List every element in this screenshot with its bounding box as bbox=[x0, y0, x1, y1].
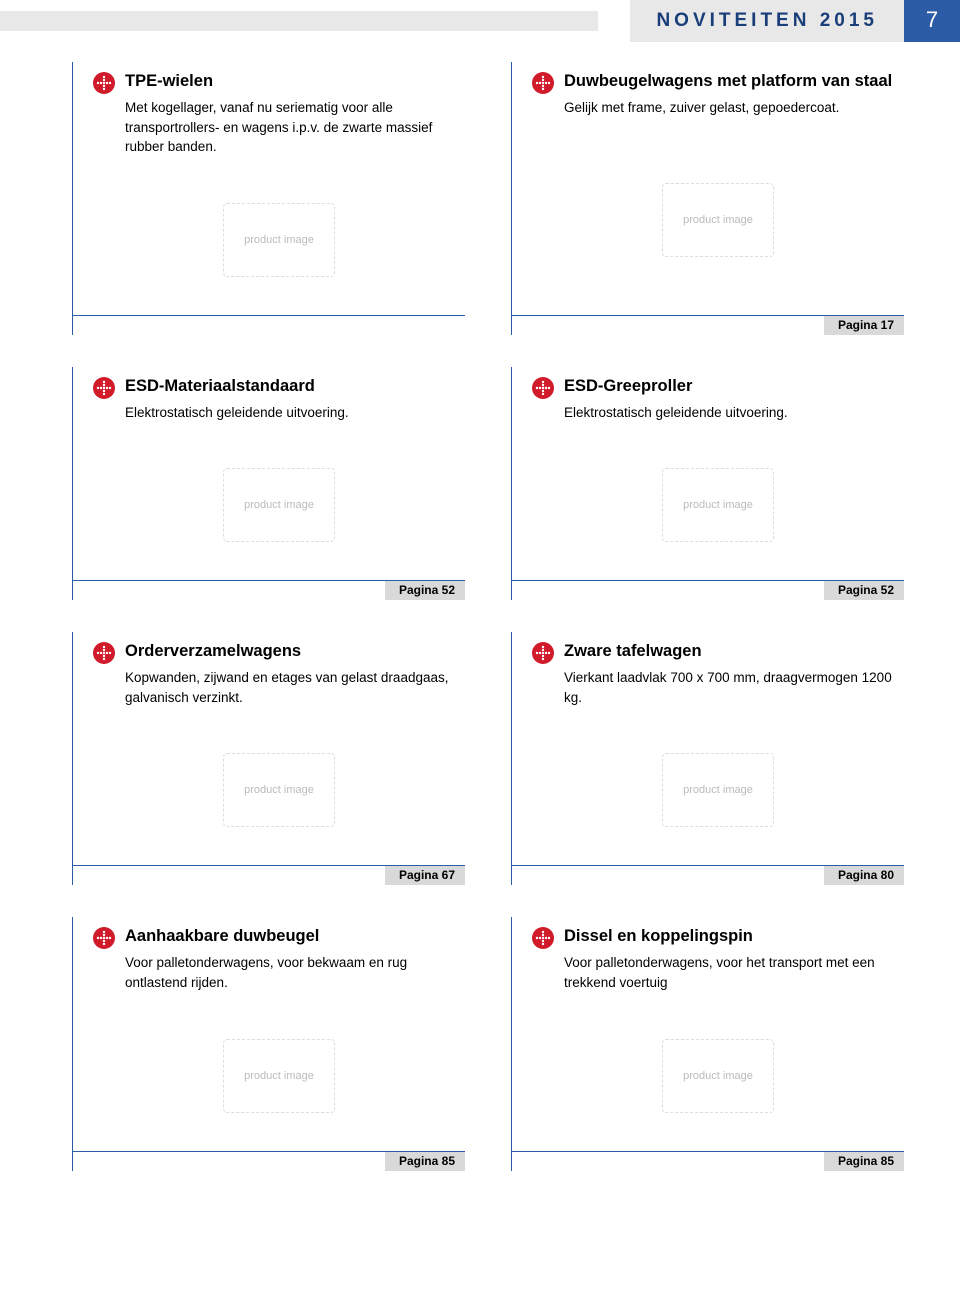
card-esd-greeproller: ESD-Greeproller Elektrostatisch geleiden… bbox=[511, 367, 904, 601]
card-desc: Elektrostatisch geleidende uitvoering. bbox=[564, 403, 904, 423]
product-image: product image bbox=[532, 126, 904, 315]
card-title: Duwbeugelwagens met platform van staal bbox=[564, 72, 892, 92]
card-title: Orderverzamelwagens bbox=[125, 642, 301, 662]
content: TPE-wielen Met kogellager, vanaf nu seri… bbox=[0, 42, 960, 1171]
bullet-icon bbox=[93, 927, 115, 949]
header-title: NOVITEITEN 2015 bbox=[630, 0, 904, 42]
page-reference: Pagina 85 bbox=[824, 1152, 904, 1171]
card-desc: Vierkant laadvlak 700 x 700 mm, draagver… bbox=[564, 668, 904, 707]
card-desc: Voor palletonderwagens, voor bekwaam en … bbox=[125, 953, 465, 992]
page-reference: Pagina 52 bbox=[824, 581, 904, 600]
card-row: TPE-wielen Met kogellager, vanaf nu seri… bbox=[72, 62, 904, 335]
card-desc: Elektrostatisch geleidende uitvoering. bbox=[125, 403, 465, 423]
bullet-icon bbox=[93, 642, 115, 664]
page-reference: Pagina 52 bbox=[385, 581, 465, 600]
card-title: Dissel en koppelingspin bbox=[564, 927, 753, 947]
card-orderverzamelwagens: Orderverzamelwagens Kopwanden, zijwand e… bbox=[72, 632, 465, 885]
bullet-icon bbox=[532, 927, 554, 949]
product-image: product image bbox=[93, 165, 465, 315]
card-row: ESD-Materiaalstandaard Elektrostatisch g… bbox=[72, 367, 904, 601]
bullet-icon bbox=[532, 377, 554, 399]
page-reference: Pagina 85 bbox=[385, 1152, 465, 1171]
card-esd-materiaalstandaard: ESD-Materiaalstandaard Elektrostatisch g… bbox=[72, 367, 465, 601]
product-image: product image bbox=[532, 1001, 904, 1151]
card-desc: Voor palletonderwagens, voor het transpo… bbox=[564, 953, 904, 992]
card-dissel-koppelingspin: Dissel en koppelingspin Voor palletonder… bbox=[511, 917, 904, 1170]
product-image: product image bbox=[93, 1001, 465, 1151]
card-desc: Gelijk met frame, zuiver gelast, gepoede… bbox=[564, 98, 904, 118]
card-row: Aanhaakbare duwbeugel Voor palletonderwa… bbox=[72, 917, 904, 1170]
card-row: Orderverzamelwagens Kopwanden, zijwand e… bbox=[72, 632, 904, 885]
bullet-icon bbox=[532, 642, 554, 664]
card-title: Aanhaakbare duwbeugel bbox=[125, 927, 319, 947]
card-title: TPE-wielen bbox=[125, 72, 213, 92]
page-reference: Pagina 67 bbox=[385, 866, 465, 885]
bullet-icon bbox=[532, 72, 554, 94]
page-reference: Pagina 80 bbox=[824, 866, 904, 885]
product-image: product image bbox=[93, 715, 465, 865]
bullet-icon bbox=[93, 377, 115, 399]
page-header: NOVITEITEN 2015 7 bbox=[0, 0, 960, 42]
card-zware-tafelwagen: Zware tafelwagen Vierkant laadvlak 700 x… bbox=[511, 632, 904, 885]
card-tpe-wielen: TPE-wielen Met kogellager, vanaf nu seri… bbox=[72, 62, 465, 335]
card-title: ESD-Materiaalstandaard bbox=[125, 377, 315, 397]
header-bar bbox=[0, 11, 598, 31]
card-title: ESD-Greeproller bbox=[564, 377, 692, 397]
card-aanhaakbare-duwbeugel: Aanhaakbare duwbeugel Voor palletonderwa… bbox=[72, 917, 465, 1170]
header-page-number: 7 bbox=[904, 0, 960, 42]
card-desc: Kopwanden, zijwand en etages van gelast … bbox=[125, 668, 465, 707]
card-title: Zware tafelwagen bbox=[564, 642, 702, 662]
card-duwbeugelwagens: Duwbeugelwagens met platform van staal G… bbox=[511, 62, 904, 335]
product-image: product image bbox=[532, 715, 904, 865]
card-desc: Met kogellager, vanaf nu seriematig voor… bbox=[125, 98, 465, 157]
product-image: product image bbox=[532, 430, 904, 580]
page-reference: Pagina 17 bbox=[824, 316, 904, 335]
bullet-icon bbox=[93, 72, 115, 94]
product-image: product image bbox=[93, 430, 465, 580]
